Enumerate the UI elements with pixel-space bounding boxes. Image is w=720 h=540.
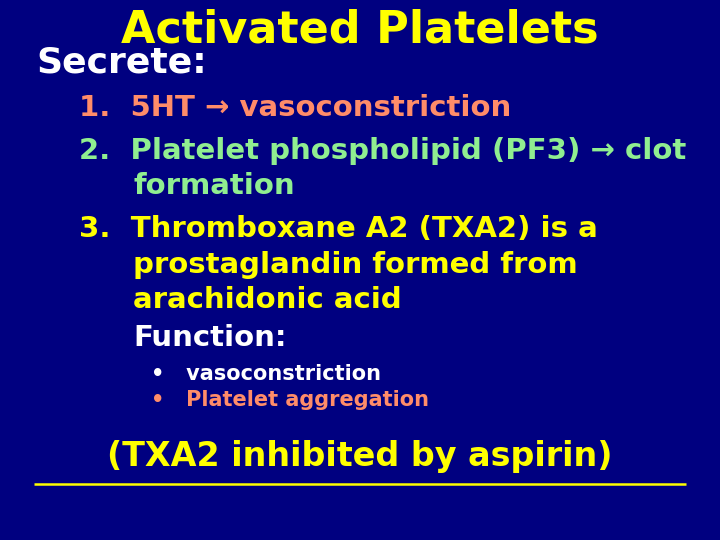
- Text: (TXA2 inhibited by aspirin): (TXA2 inhibited by aspirin): [107, 440, 613, 473]
- Text: 1.  5HT → vasoconstriction: 1. 5HT → vasoconstriction: [79, 94, 511, 122]
- Text: arachidonic acid: arachidonic acid: [133, 286, 402, 314]
- Text: formation: formation: [133, 172, 294, 200]
- Text: prostaglandin formed from: prostaglandin formed from: [133, 251, 578, 279]
- Text: •   vasoconstriction: • vasoconstriction: [151, 363, 381, 384]
- Text: 2.  Platelet phospholipid (PF3) → clot: 2. Platelet phospholipid (PF3) → clot: [79, 137, 686, 165]
- Text: 3.  Thromboxane A2 (TXA2) is a: 3. Thromboxane A2 (TXA2) is a: [79, 215, 598, 244]
- Text: •   Platelet aggregation: • Platelet aggregation: [151, 389, 429, 410]
- Text: Function:: Function:: [133, 323, 287, 352]
- Text: Secrete:: Secrete:: [36, 45, 207, 79]
- Text: Activated Platelets: Activated Platelets: [121, 8, 599, 51]
